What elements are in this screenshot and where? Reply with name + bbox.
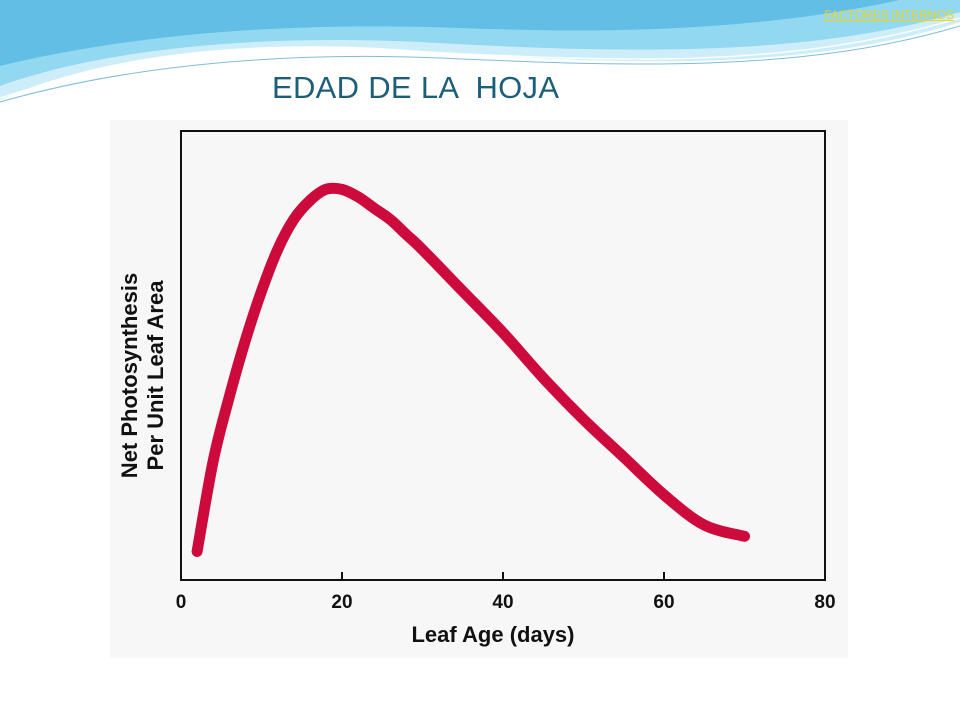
slide-title: EDAD DE LA HOJA [272, 70, 560, 105]
x-tick-label: 80 [814, 592, 835, 613]
wave-line-dark [0, 25, 960, 103]
line-chart: 0 20 40 60 80 Leaf Age (days) Net Photosynthes… [117, 130, 836, 647]
chart-panel: 0 20 40 60 80 Leaf Age (days) Net Photosynthes… [110, 120, 848, 658]
plot-frame [180, 130, 826, 581]
header-wave-decoration [0, 0, 960, 103]
factores-internos-link[interactable]: FACTORES INTERNOS [824, 8, 954, 22]
x-tick-label: 20 [331, 592, 352, 613]
wave-highlight [0, 17, 960, 99]
photosynthesis-curve [191, 182, 750, 557]
x-tick-label: 40 [492, 592, 513, 613]
x-tick-label: 0 [176, 592, 187, 613]
wave-front [0, 0, 900, 66]
x-axis-title: Leaf Age (days) [411, 622, 574, 647]
y-axis-title-line: Net Photosynthesis [117, 273, 142, 478]
y-axis-title-line: Per Unit Leaf Area [143, 280, 168, 471]
x-tick-label: 60 [653, 592, 674, 613]
